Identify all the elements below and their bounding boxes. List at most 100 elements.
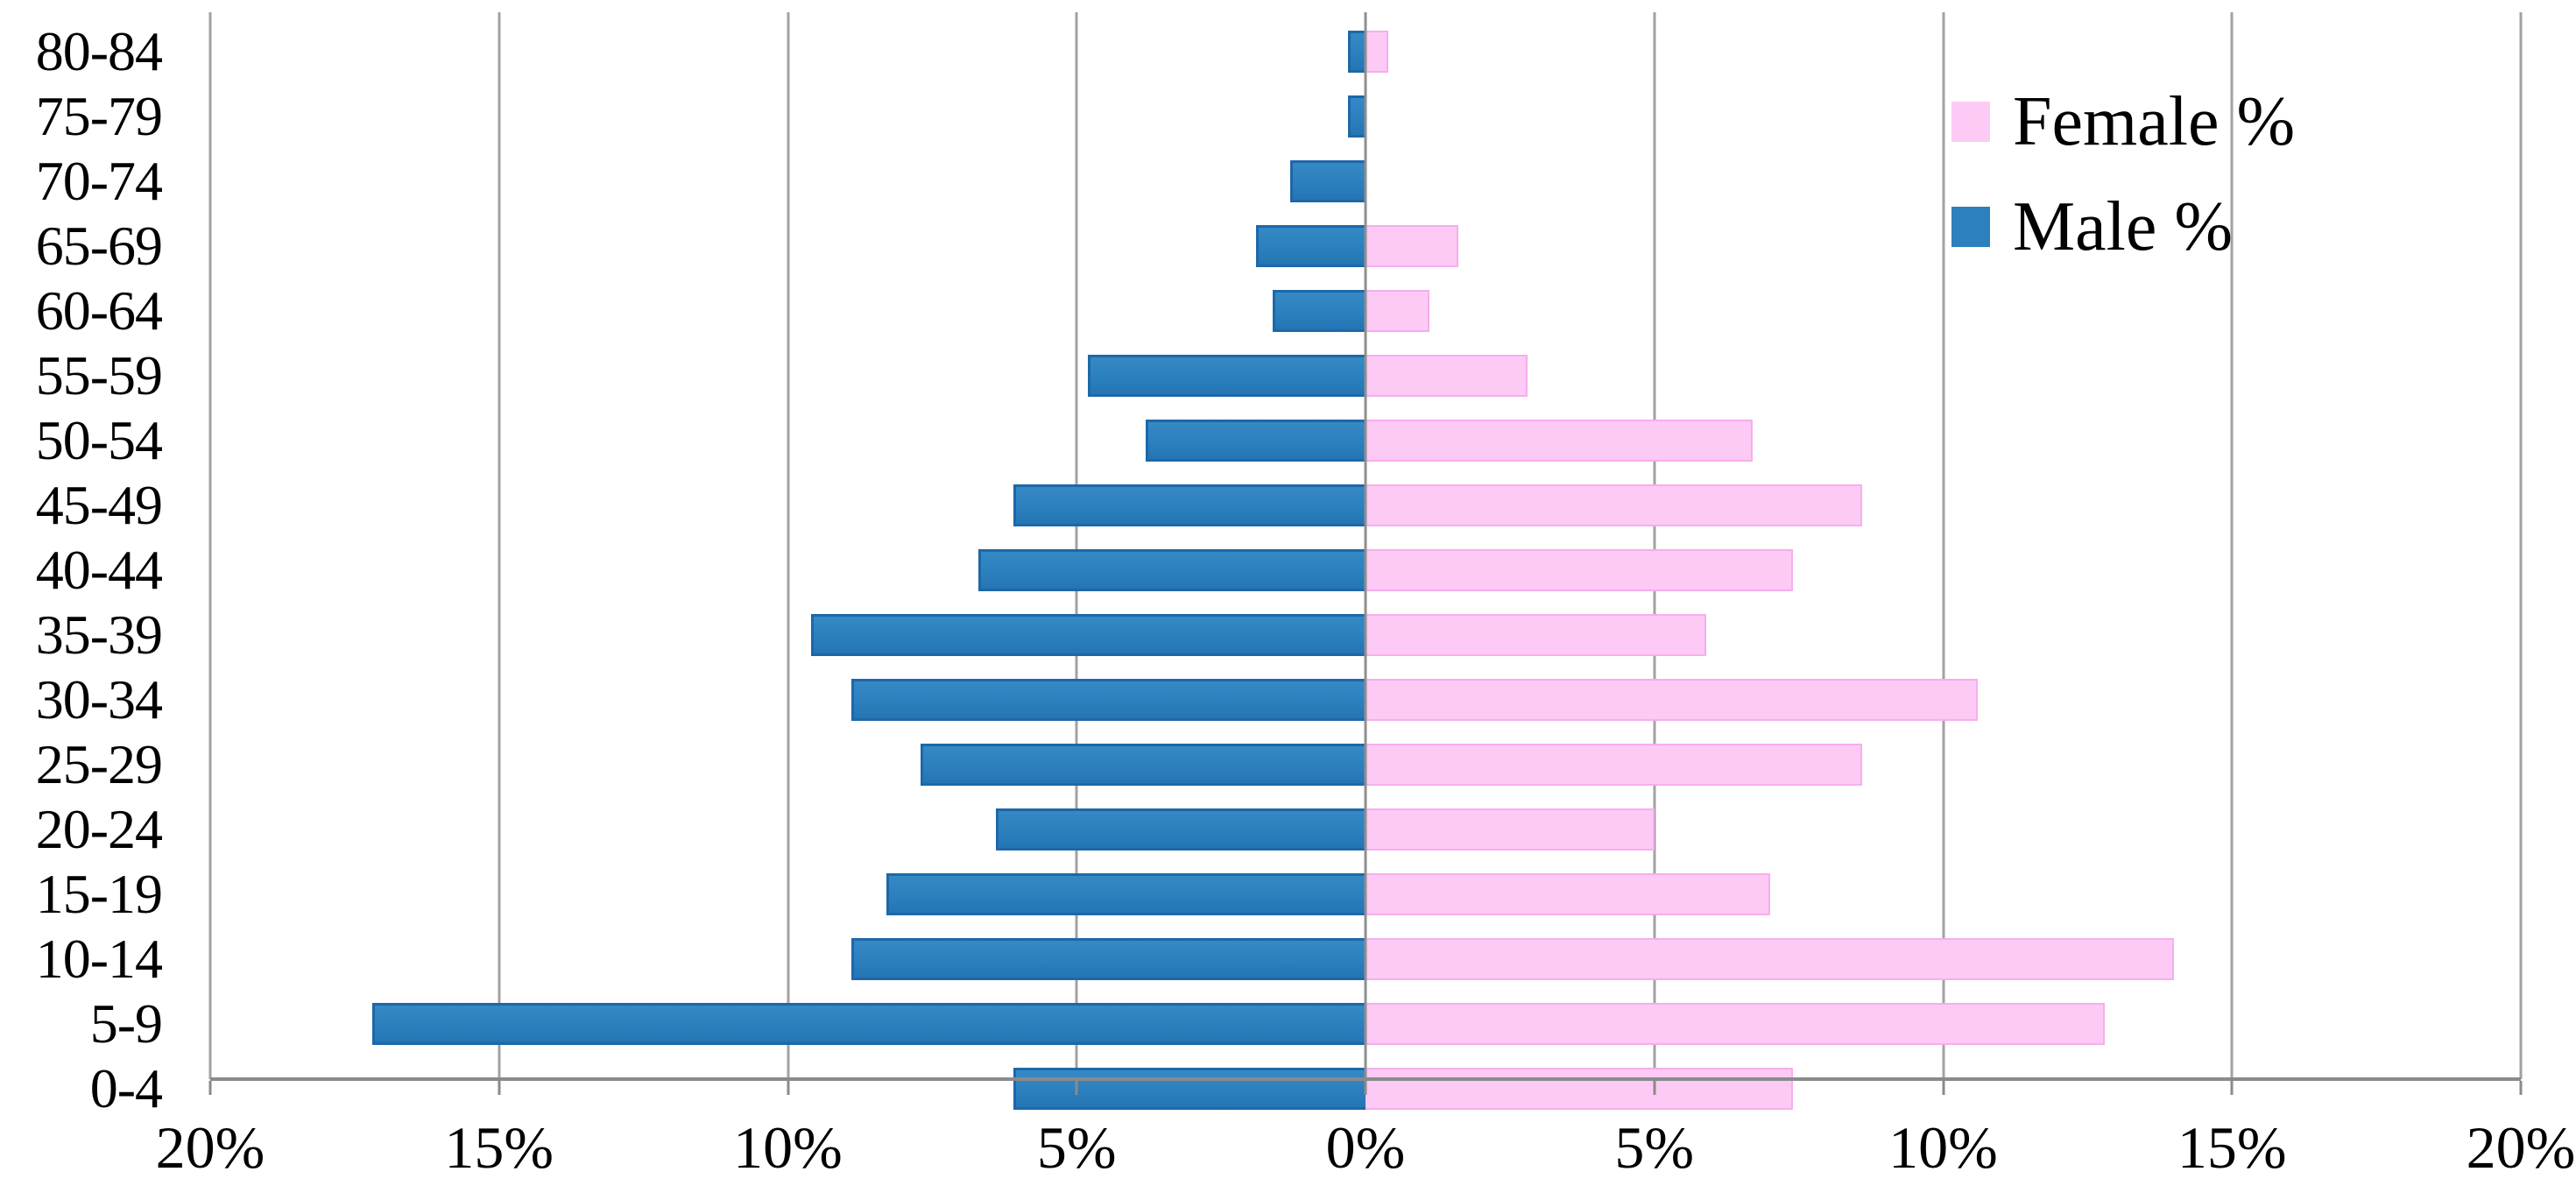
bar-male-70-74[interactable] xyxy=(1290,160,1366,202)
row-plot-area xyxy=(210,19,2521,84)
pyramid-row-70-74: 70-74 xyxy=(0,149,2521,214)
pyramid-row-10-14: 10-14 xyxy=(0,927,2521,992)
bar-male-5-9[interactable] xyxy=(371,1003,1366,1045)
bar-male-0-4[interactable] xyxy=(1013,1068,1366,1110)
x-axis-tick-labels: 20% 15% 10% 5% 0% 5% 10% 15% 20% xyxy=(156,1107,2576,1191)
chart-legend: Female % Male % xyxy=(1951,82,2295,293)
bar-female-55-59[interactable] xyxy=(1366,355,1528,397)
axis-tick xyxy=(498,1081,501,1095)
row-plot-area xyxy=(210,473,2521,538)
row-plot-area xyxy=(210,797,2521,862)
pyramid-row-30-34: 30-34 xyxy=(0,667,2521,732)
row-plot-area xyxy=(210,862,2521,927)
bar-female-60-64[interactable] xyxy=(1366,290,1429,332)
bar-male-75-79[interactable] xyxy=(1348,95,1366,138)
zero-axis-line xyxy=(1364,12,1367,1079)
gridline xyxy=(2519,12,2523,1079)
bar-female-65-69[interactable] xyxy=(1366,225,1458,267)
bar-male-15-19[interactable] xyxy=(886,873,1366,915)
bar-female-30-34[interactable] xyxy=(1366,679,1979,721)
row-plot-area xyxy=(210,279,2521,343)
bar-male-80-84[interactable] xyxy=(1348,31,1366,73)
y-axis-label: 55-59 xyxy=(35,344,163,406)
pyramid-row-40-44: 40-44 xyxy=(0,538,2521,603)
bar-male-65-69[interactable] xyxy=(1255,225,1366,267)
gridline xyxy=(208,12,212,1079)
bar-male-25-29[interactable] xyxy=(921,744,1366,786)
row-plot-area xyxy=(210,927,2521,992)
bar-male-10-14[interactable] xyxy=(851,938,1366,980)
bar-female-20-24[interactable] xyxy=(1366,808,1655,851)
male-swatch-icon xyxy=(1951,207,1990,247)
row-plot-area xyxy=(210,343,2521,408)
pyramid-row-65-69: 65-69 xyxy=(0,214,2521,279)
y-axis-label: 65-69 xyxy=(35,215,163,277)
bar-male-40-44[interactable] xyxy=(978,549,1366,591)
legend-label-female: Female % xyxy=(2013,82,2296,160)
pyramid-row-35-39: 35-39 xyxy=(0,603,2521,667)
y-axis-label: 25-29 xyxy=(35,733,163,795)
bar-female-40-44[interactable] xyxy=(1366,549,1794,591)
y-axis-label: 40-44 xyxy=(35,539,163,601)
bar-male-55-59[interactable] xyxy=(1088,355,1366,397)
gridline xyxy=(1075,12,1078,1079)
bar-female-25-29[interactable] xyxy=(1366,744,1863,786)
x-axis-tick-label: 5% xyxy=(1036,1114,1117,1181)
x-axis-tick-label: 15% xyxy=(2177,1114,2287,1181)
legend-item-male[interactable]: Male % xyxy=(1951,187,2295,266)
y-axis-label: 80-84 xyxy=(35,20,163,82)
row-plot-area xyxy=(210,667,2521,732)
x-axis-tick-label: 10% xyxy=(733,1114,843,1181)
pyramid-rows: 80-84 75-79 70-74 65-69 60-64 55-59 50-54 45-49… xyxy=(0,19,2521,1119)
y-axis-label: 50-54 xyxy=(35,409,163,471)
axis-tick xyxy=(1942,1081,1944,1095)
x-axis-tick-label: 15% xyxy=(444,1114,554,1181)
bar-male-45-49[interactable] xyxy=(1013,484,1366,526)
y-axis-label: 10-14 xyxy=(35,928,163,990)
y-axis-label: 20-24 xyxy=(35,798,163,860)
pyramid-row-0-4: 0-4 xyxy=(0,1056,2521,1121)
pyramid-row-55-59: 55-59 xyxy=(0,343,2521,408)
x-axis-tick-label: 5% xyxy=(1614,1114,1695,1181)
gridline xyxy=(787,12,789,1079)
y-axis-label: 30-34 xyxy=(35,668,163,731)
bar-female-45-49[interactable] xyxy=(1366,484,1863,526)
legend-label-male: Male % xyxy=(2013,187,2234,265)
pyramid-row-20-24: 20-24 xyxy=(0,797,2521,862)
y-axis-label: 60-64 xyxy=(35,279,163,342)
pyramid-row-15-19: 15-19 xyxy=(0,862,2521,927)
bar-female-80-84[interactable] xyxy=(1366,31,1389,73)
pyramid-row-50-54: 50-54 xyxy=(0,408,2521,473)
x-axis-line xyxy=(210,1077,2521,1081)
pyramid-row-60-64: 60-64 xyxy=(0,279,2521,343)
bar-female-35-39[interactable] xyxy=(1366,614,1707,656)
bar-male-50-54[interactable] xyxy=(1146,420,1366,462)
y-axis-label: 0-4 xyxy=(89,1057,163,1119)
row-plot-area xyxy=(210,408,2521,473)
bar-male-60-64[interactable] xyxy=(1273,290,1366,332)
bar-female-50-54[interactable] xyxy=(1366,420,1753,462)
bar-female-0-4[interactable] xyxy=(1366,1068,1794,1110)
y-axis-label: 70-74 xyxy=(35,150,163,212)
bar-female-5-9[interactable] xyxy=(1366,1003,2106,1045)
row-plot-area xyxy=(210,603,2521,667)
bar-male-30-34[interactable] xyxy=(851,679,1366,721)
bar-female-10-14[interactable] xyxy=(1366,938,2175,980)
y-axis-label: 45-49 xyxy=(35,474,163,536)
bar-male-35-39[interactable] xyxy=(810,614,1366,656)
x-axis-tick-label: 0% xyxy=(1325,1114,1406,1181)
row-plot-area xyxy=(210,214,2521,279)
gridline xyxy=(1942,12,1944,1079)
x-axis-tick-label: 20% xyxy=(2466,1114,2576,1181)
axis-tick xyxy=(1075,1081,1078,1095)
row-plot-area xyxy=(210,538,2521,603)
axis-tick xyxy=(787,1081,789,1095)
row-plot-area xyxy=(210,992,2521,1056)
female-swatch-icon xyxy=(1951,102,1990,142)
y-axis-label: 15-19 xyxy=(35,863,163,925)
gridline xyxy=(2230,12,2234,1079)
legend-item-female[interactable]: Female % xyxy=(1951,82,2295,161)
bar-male-20-24[interactable] xyxy=(995,808,1366,851)
bar-female-15-19[interactable] xyxy=(1366,873,1770,915)
